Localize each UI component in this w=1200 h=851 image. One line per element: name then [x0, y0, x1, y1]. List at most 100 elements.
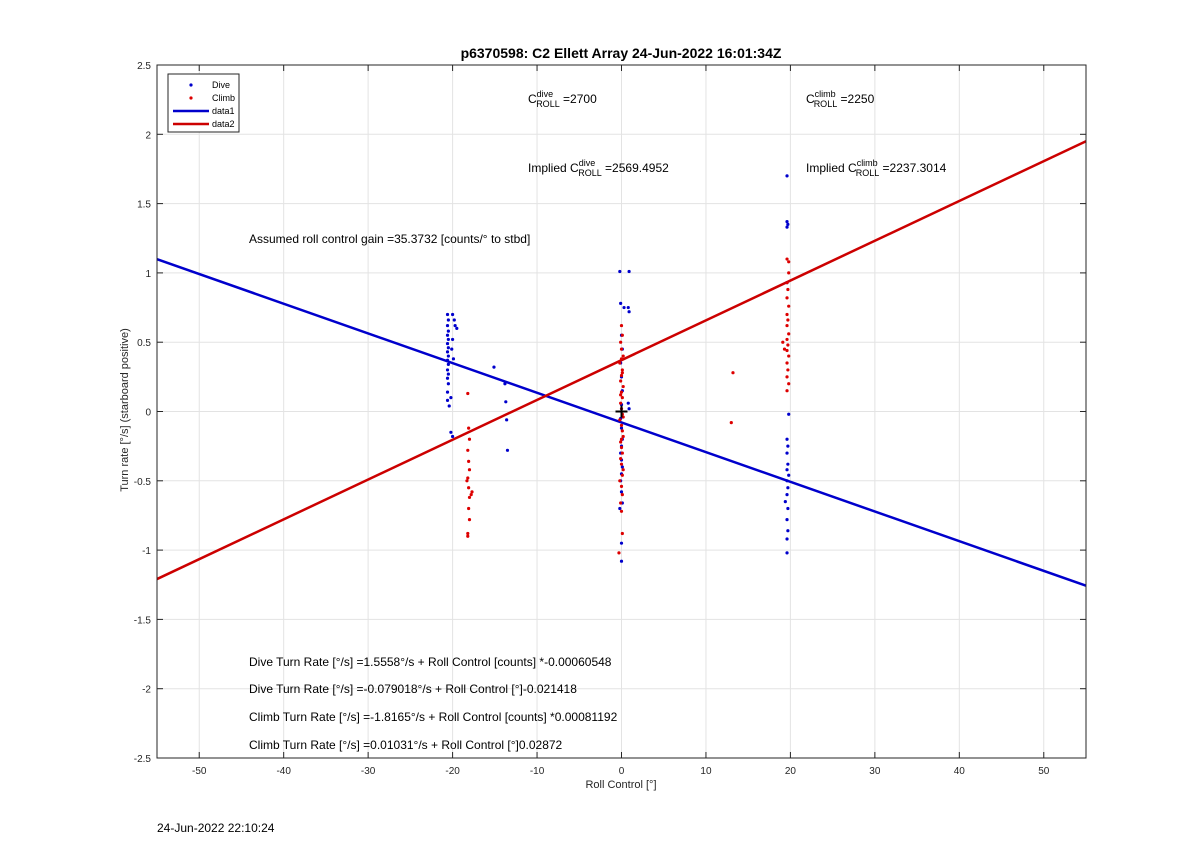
point-climb	[619, 440, 623, 444]
footer-timestamp: 24-Jun-2022 22:10:24	[157, 821, 275, 835]
point-climb	[619, 501, 623, 505]
point-climb	[785, 323, 789, 328]
point-climb	[620, 451, 624, 455]
point-climb	[785, 337, 789, 342]
point-climb	[467, 495, 472, 500]
point-dive	[785, 451, 789, 455]
point-climb	[618, 361, 622, 365]
point-climb	[620, 493, 624, 497]
point-climb	[787, 382, 791, 386]
point-dive	[785, 479, 789, 483]
point-dive	[446, 346, 450, 350]
point-dive	[445, 323, 450, 328]
point-climb	[621, 354, 625, 358]
point-climb	[619, 462, 624, 466]
point-climb	[787, 260, 791, 264]
point-dive	[626, 305, 630, 310]
point-dive	[446, 329, 450, 333]
point-climb	[619, 484, 624, 488]
point-dive	[627, 310, 631, 314]
point-climb	[621, 468, 625, 472]
assumed-gain-annotation: Assumed roll control gain =35.3732 [coun…	[249, 232, 530, 246]
point-climb	[618, 479, 622, 483]
point-dive	[627, 269, 631, 274]
point-dive	[445, 368, 450, 372]
point-climb	[466, 534, 470, 538]
point-climb	[781, 340, 785, 344]
implied-dive-annotation: Implied Cdive ROLL =2569.4952	[528, 158, 669, 178]
point-climb	[782, 347, 787, 351]
point-climb	[785, 257, 789, 261]
x-tick-label: -20	[445, 766, 460, 777]
y-tick-label: -1.5	[134, 615, 152, 626]
point-dive	[787, 412, 791, 416]
point-dive	[786, 486, 790, 490]
point-dive	[785, 551, 789, 555]
point-dive	[450, 434, 455, 439]
point-dive	[618, 506, 622, 511]
point-dive	[785, 493, 789, 497]
x-tick-label: 0	[619, 766, 625, 777]
point-dive	[445, 350, 450, 354]
point-climb	[619, 457, 623, 461]
point-dive	[446, 382, 450, 386]
x-tick-label: 30	[869, 766, 881, 777]
axis-ticks: -50 -40 -30 -20 -10 0 10 20 30 40 50-2.5-2-1.5-1-0…	[134, 61, 1086, 777]
point-dive	[455, 326, 459, 330]
point-dive	[787, 473, 791, 477]
point-dive	[627, 407, 631, 411]
point-dive	[449, 430, 453, 434]
point-climb	[785, 348, 789, 353]
point-dive	[785, 537, 789, 541]
point-dive	[446, 354, 450, 358]
point-climb	[786, 287, 790, 292]
point-climb	[466, 391, 470, 396]
point-dive	[785, 174, 789, 178]
point-climb	[467, 437, 472, 441]
point-climb	[620, 396, 624, 400]
legend-climb-marker	[189, 96, 193, 100]
point-dive	[450, 337, 455, 342]
legend: Dive Climb data1 data2	[167, 73, 240, 133]
point-climb	[785, 389, 789, 393]
point-dive	[505, 448, 510, 452]
chart-title: p6370598: C2 Ellett Array 24-Jun-2022 16…	[461, 45, 782, 61]
point-dive	[445, 341, 450, 346]
point-climb	[620, 429, 624, 433]
point-dive	[619, 559, 624, 563]
point-climb	[467, 468, 472, 472]
x-tick-label: 50	[1038, 766, 1050, 777]
point-dive	[447, 404, 451, 408]
point-climb	[787, 271, 791, 275]
point-dive	[785, 220, 789, 224]
point-dive	[620, 465, 624, 469]
point-dive	[783, 499, 787, 504]
point-dive	[445, 376, 450, 380]
point-climb	[469, 493, 473, 497]
series-line-data1	[156, 257, 1087, 587]
point-dive	[785, 468, 789, 472]
legend-dive-label: Dive	[212, 80, 230, 90]
point-dive	[619, 490, 624, 494]
y-tick-label: -0.5	[134, 477, 152, 488]
y-axis-label: Turn rate [°/s] (starboard positive)	[119, 328, 131, 492]
point-dive	[786, 529, 790, 533]
point-climb	[620, 333, 624, 337]
x-tick-label: -40	[276, 766, 291, 777]
point-dive	[445, 390, 450, 394]
point-climb	[466, 531, 470, 536]
point-climb	[466, 448, 470, 452]
y-tick-label: 1.5	[137, 200, 151, 211]
point-climb	[619, 357, 624, 361]
x-tick-label: 20	[785, 766, 797, 777]
point-dive	[446, 318, 450, 322]
point-dive	[445, 333, 450, 337]
point-dive	[446, 362, 450, 366]
point-dive	[453, 323, 457, 328]
point-dive	[785, 437, 789, 441]
legend-dive-marker	[189, 83, 193, 87]
point-dive	[622, 305, 626, 310]
y-tick-label: 0	[145, 408, 151, 419]
x-tick-label: -50	[192, 766, 207, 777]
point-climb	[619, 445, 624, 450]
